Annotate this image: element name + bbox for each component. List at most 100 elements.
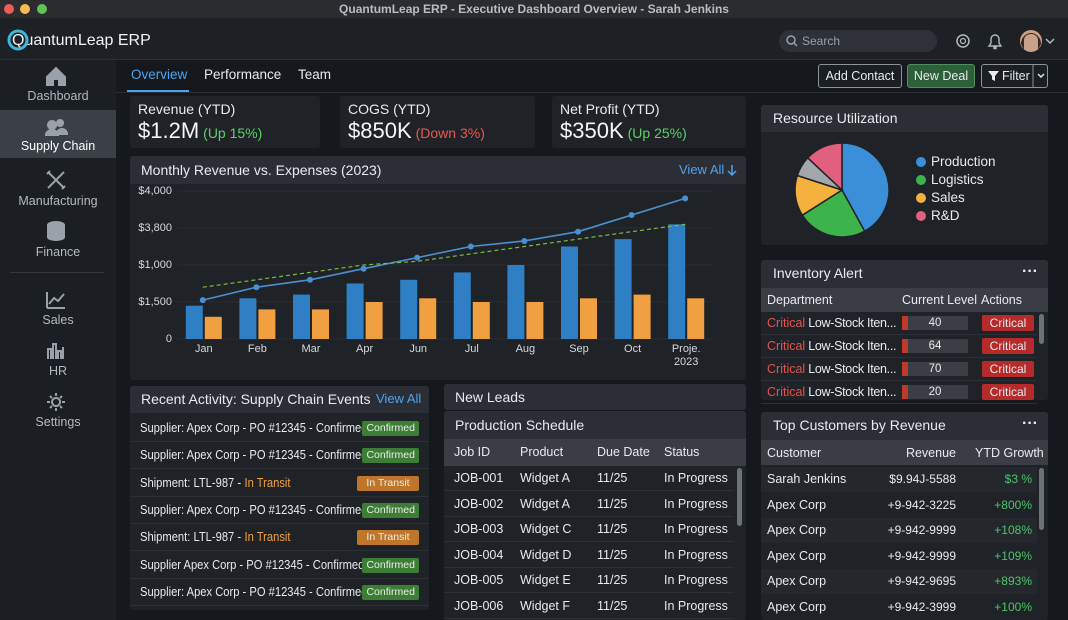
panel-title: New Leads bbox=[455, 389, 526, 405]
severity: Critical bbox=[767, 385, 806, 399]
customer-revenue: +9-942-9999 bbox=[887, 523, 956, 537]
panel-menu[interactable]: ··· bbox=[1022, 415, 1038, 432]
chart-title: Resource Utilization bbox=[773, 110, 898, 126]
x-tick-label: Jun bbox=[409, 343, 428, 355]
schedule-cell: Widget A bbox=[520, 496, 571, 511]
panel-header bbox=[130, 386, 429, 413]
x-tick-label: Apr bbox=[356, 343, 374, 355]
tab[interactable]: Performance bbox=[204, 67, 282, 82]
kpi-card bbox=[340, 96, 535, 148]
x-tick-label: Jul bbox=[464, 343, 479, 355]
table-header bbox=[761, 288, 1048, 312]
column-header: Current Level bbox=[902, 293, 978, 307]
panel-title: Recent Activity: Supply Chain Events bbox=[141, 391, 371, 407]
action-button-label[interactable]: Filter bbox=[1002, 69, 1030, 83]
panel-link[interactable]: View All bbox=[376, 391, 422, 406]
column-header: Status bbox=[664, 445, 700, 459]
inventory-item: Critical Low-Stock Iten... bbox=[767, 383, 897, 401]
status-badge bbox=[362, 421, 419, 436]
row-separator bbox=[761, 357, 1037, 358]
item-name: Low-Stock Iten... bbox=[808, 385, 897, 399]
customer-revenue: +9-942-3225 bbox=[887, 497, 956, 512]
activity-status: In Transit bbox=[244, 474, 291, 490]
sidebar-item[interactable]: HR bbox=[48, 364, 68, 378]
table-header bbox=[761, 440, 1048, 465]
schedule-cell: 11/25 bbox=[597, 573, 628, 588]
level-bar bbox=[902, 362, 968, 376]
activity-description: Supplier: Apex Corp - PO #12345 - Confir… bbox=[140, 501, 368, 517]
customer-growth: +109% bbox=[994, 548, 1032, 563]
sidebar-item[interactable]: Dashboard bbox=[27, 89, 89, 103]
activity-description: Shipment: LTL-987 - bbox=[140, 529, 242, 545]
action-badge-label[interactable]: Critical bbox=[989, 316, 1027, 330]
schedule-cell: Widget A bbox=[520, 471, 571, 485]
sidebar-item[interactable]: Finance bbox=[35, 245, 81, 259]
sidebar-item[interactable]: Sales bbox=[42, 313, 74, 327]
kpi-value-row: $350K (Up 25%) bbox=[560, 117, 687, 145]
action-badge[interactable] bbox=[982, 338, 1034, 354]
panel-title: Production Schedule bbox=[455, 417, 585, 433]
level-bar-alert bbox=[902, 316, 908, 330]
inventory-item: Critical Low-Stock Iten... bbox=[767, 314, 897, 332]
row-separator bbox=[444, 541, 734, 543]
row-separator bbox=[761, 403, 1037, 404]
action-button[interactable] bbox=[907, 64, 975, 88]
action-button[interactable] bbox=[818, 64, 902, 88]
action-button-label[interactable]: New Deal bbox=[913, 69, 969, 83]
title-bar bbox=[0, 0, 1068, 18]
schedule-cell: Widget E bbox=[520, 573, 571, 588]
x-tick-label: Sep bbox=[569, 343, 589, 355]
kpi-change: (Up 15%) bbox=[203, 125, 263, 141]
status-badge-label: Confirmed bbox=[366, 503, 415, 516]
row-separator bbox=[130, 468, 429, 470]
customer-revenue: $9.94J-5588 bbox=[889, 472, 956, 486]
legend-label: R&D bbox=[931, 208, 960, 223]
action-badge-label[interactable]: Critical bbox=[989, 385, 1027, 399]
level-value: 40 bbox=[928, 317, 942, 329]
search-box[interactable] bbox=[779, 30, 937, 52]
activity-text: Supplier Apex Corp - PO #12345 - Confirm… bbox=[140, 556, 364, 574]
kpi-label: Revenue (YTD) bbox=[138, 101, 236, 117]
schedule-cell: In Progress bbox=[664, 599, 728, 613]
sidebar-divider bbox=[10, 272, 104, 273]
logo-text[interactable]: QuantumLeap ERP bbox=[12, 32, 151, 49]
action-badge[interactable] bbox=[982, 361, 1034, 377]
row-separator bbox=[130, 550, 429, 552]
action-button-label[interactable]: Add Contact bbox=[825, 69, 895, 83]
schedule-cell: JOB-006 bbox=[454, 599, 504, 613]
panel-title: Inventory Alert bbox=[773, 265, 863, 281]
level-bar-alert bbox=[902, 362, 908, 376]
severity: Critical bbox=[767, 339, 806, 353]
tab[interactable]: Overview bbox=[131, 67, 188, 82]
scrollbar bbox=[737, 468, 742, 526]
sidebar-item[interactable]: Manufacturing bbox=[18, 194, 98, 208]
panel-title: Top Customers by Revenue bbox=[773, 417, 946, 433]
action-badge-label[interactable]: Critical bbox=[989, 362, 1027, 376]
action-badge[interactable] bbox=[982, 315, 1034, 331]
customer-name: Apex Corp bbox=[767, 497, 827, 512]
row-stripe bbox=[761, 467, 1037, 492]
schedule-cell: In Progress bbox=[664, 522, 728, 537]
kpi-card bbox=[130, 96, 320, 148]
schedule-cell: JOB-001 bbox=[454, 471, 504, 485]
activity-description: Supplier: Apex Corp - PO #12345 - Confir… bbox=[140, 447, 368, 463]
row-separator bbox=[130, 441, 429, 442]
level-bar-alert bbox=[902, 339, 908, 353]
panel-menu[interactable]: ··· bbox=[1022, 263, 1038, 280]
sidebar-item[interactable]: Supply Chain bbox=[20, 139, 96, 153]
action-badge[interactable] bbox=[982, 384, 1034, 400]
severity: Critical bbox=[767, 316, 806, 330]
schedule-cell: Widget F bbox=[520, 599, 571, 613]
row-stripe bbox=[761, 518, 1037, 543]
tab[interactable]: Team bbox=[298, 67, 332, 82]
action-badge-label[interactable]: Critical bbox=[989, 339, 1027, 353]
activity-text: Supplier: Apex Corp - PO #12345 - Confir… bbox=[140, 419, 367, 437]
chart-title: Monthly Revenue vs. Expenses (2023) bbox=[141, 162, 382, 178]
severity: Critical bbox=[767, 362, 806, 376]
chart-link[interactable]: View All bbox=[679, 162, 725, 177]
schedule-cell: In Progress bbox=[664, 471, 728, 485]
status-badge bbox=[362, 584, 419, 600]
sidebar-item[interactable]: Settings bbox=[35, 415, 81, 429]
customer-growth: +108% bbox=[994, 523, 1032, 537]
